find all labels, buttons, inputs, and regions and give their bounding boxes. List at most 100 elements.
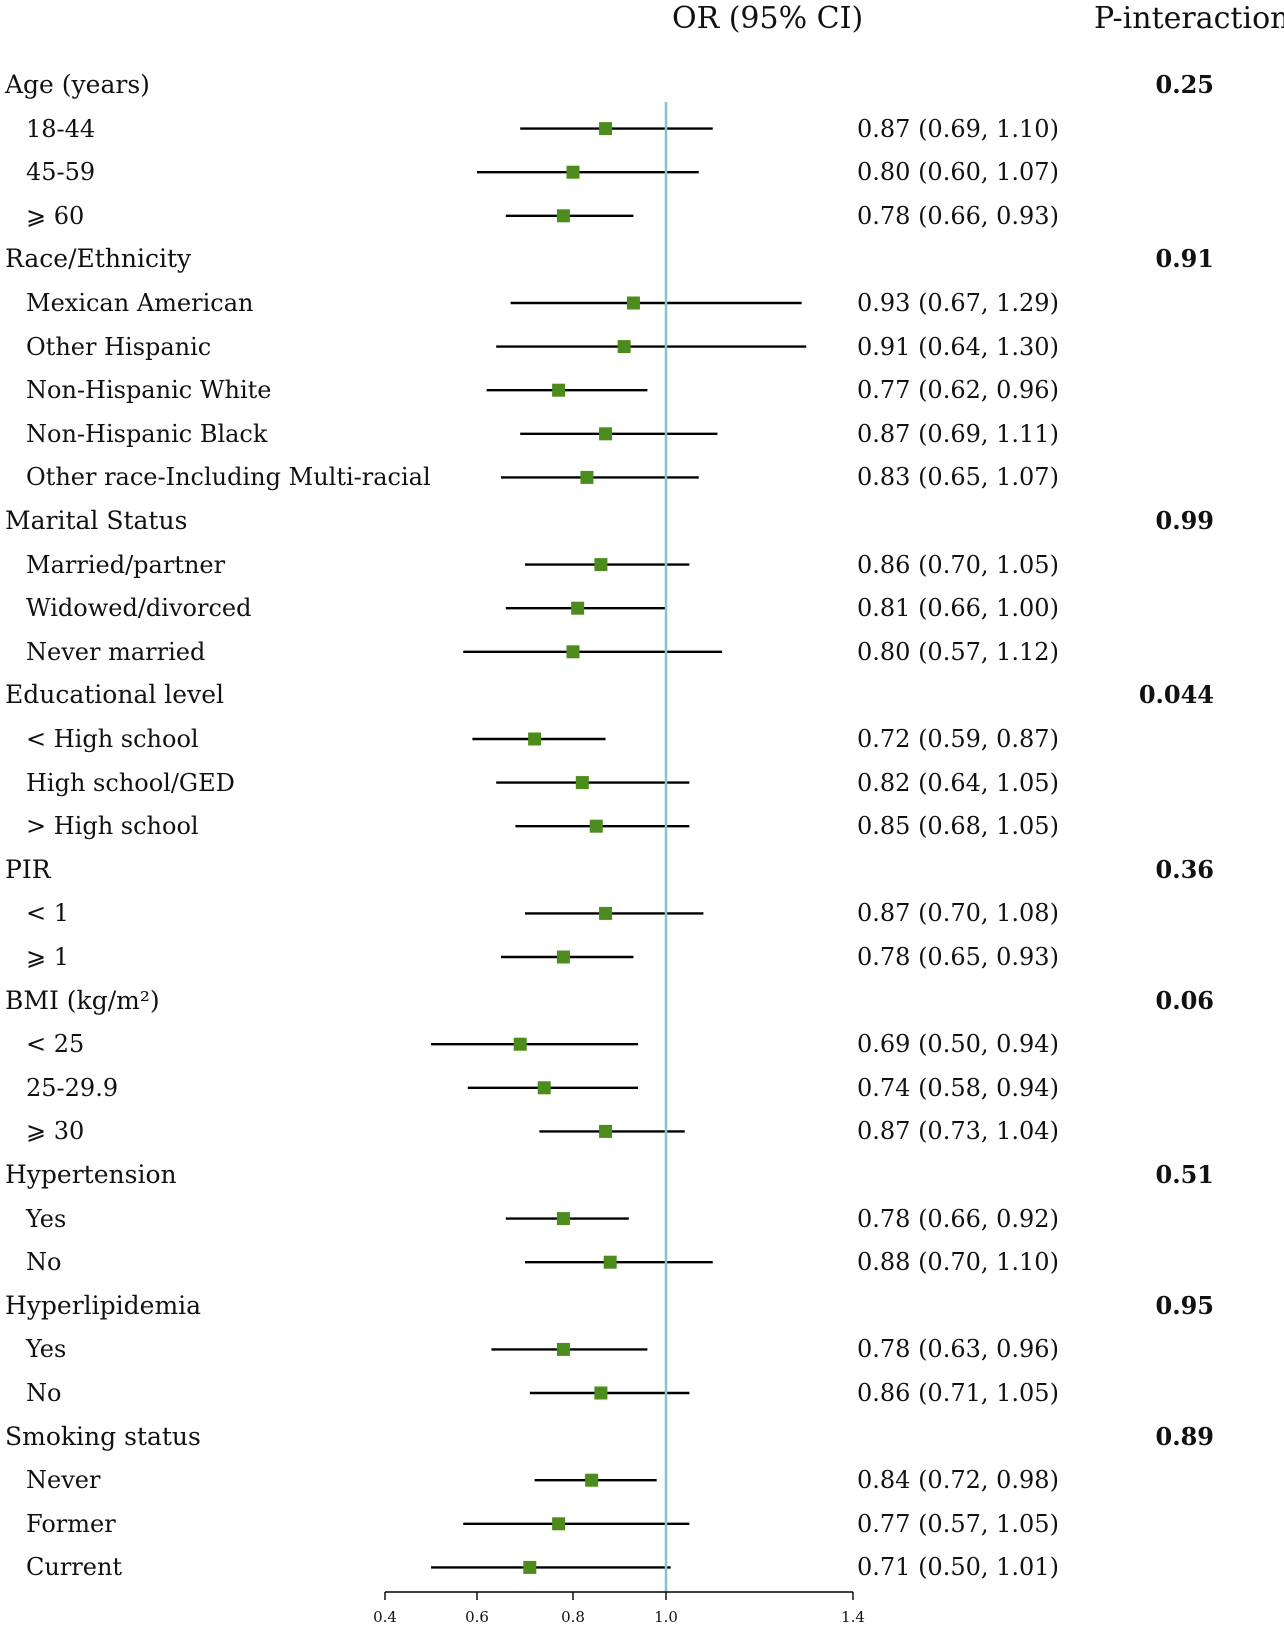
subgroup-label: Other race-Including Multi-racial [26, 463, 431, 492]
subgroup-label: < High school [26, 725, 199, 753]
p-interaction-value: 0.89 [1155, 1421, 1214, 1451]
or-ci-value: 0.78 (0.66, 0.93) [857, 201, 1059, 230]
or-marker [599, 1124, 613, 1138]
group-label: Smoking status [5, 1421, 201, 1451]
group-label: Marital Status [5, 506, 188, 535]
subgroup-label: < 1 [26, 899, 70, 928]
group-label: BMI (kg/m²) [5, 985, 160, 1015]
subgroup-label: 25-29.9 [26, 1073, 119, 1102]
subgroup-label: Yes [26, 1204, 67, 1233]
or-marker [626, 296, 640, 310]
p-interaction-value: 0.044 [1138, 680, 1214, 710]
x-tick-label: 0.4 [373, 1608, 397, 1626]
subgroup-label: Never [26, 1466, 101, 1495]
p-interaction-value: 0.06 [1155, 985, 1214, 1015]
or-marker [594, 558, 608, 572]
or-marker [594, 1386, 608, 1400]
or-ci-value: 0.85 (0.68, 1.05) [857, 812, 1059, 841]
or-ci-value: 0.87 (0.69, 1.10) [857, 114, 1059, 143]
p-interaction-value: 0.95 [1155, 1290, 1214, 1320]
p-interaction-value: 0.36 [1155, 854, 1214, 884]
group-label: Hypertension [5, 1160, 177, 1189]
subgroup-label: 18-44 [26, 114, 96, 143]
or-ci-value: 0.69 (0.50, 0.94) [857, 1030, 1059, 1059]
or-ci-value: 0.78 (0.63, 0.96) [857, 1335, 1059, 1364]
or-marker [513, 1037, 527, 1051]
or-ci-value: 0.72 (0.59, 0.87) [857, 725, 1059, 753]
group-label: Race/Ethnicity [5, 244, 192, 274]
x-tick-label: 0.6 [465, 1608, 489, 1626]
or-ci-value: 0.77 (0.62, 0.96) [857, 376, 1059, 405]
or-ci-value: 0.84 (0.72, 0.98) [857, 1466, 1059, 1495]
x-tick-label: 1.0 [654, 1608, 678, 1626]
or-marker [566, 645, 580, 659]
or-ci-value: 0.83 (0.65, 1.07) [857, 463, 1059, 492]
subgroup-label: ⩾ 60 [26, 201, 85, 230]
subgroup-label: > High school [26, 812, 199, 841]
subgroup-label: ⩾ 1 [26, 943, 70, 971]
or-marker [571, 601, 585, 615]
subgroup-label: Other Hispanic [26, 332, 212, 361]
or-ci-value: 0.87 (0.73, 1.04) [857, 1117, 1059, 1146]
group-label: Hyperlipidemia [5, 1290, 202, 1320]
or-marker [580, 470, 594, 484]
or-marker [552, 383, 566, 397]
subgroup-label: < 25 [26, 1030, 85, 1059]
subgroup-label: 45-59 [26, 158, 96, 187]
subgroup-label: ⩾ 30 [26, 1117, 85, 1146]
subgroup-label: No [26, 1248, 62, 1277]
subgroup-label: Never married [26, 637, 206, 666]
x-tick-label: 0.8 [561, 1608, 585, 1626]
subgroup-label: Former [26, 1509, 116, 1538]
or-marker [589, 819, 603, 833]
or-marker [528, 732, 542, 746]
or-ci-value: 0.81 (0.66, 1.00) [857, 594, 1059, 623]
or-marker [523, 1560, 537, 1574]
subgroup-label: Yes [26, 1335, 67, 1364]
or-ci-value: 0.87 (0.69, 1.11) [857, 419, 1059, 448]
group-label: Age (years) [5, 70, 150, 99]
p-interaction-header: P-interaction [1094, 1, 1284, 36]
or-marker [556, 209, 570, 223]
or-ci-value: 0.78 (0.65, 0.93) [857, 943, 1059, 971]
or-ci-value: 0.74 (0.58, 0.94) [857, 1073, 1059, 1102]
subgroup-label: High school/GED [26, 768, 235, 797]
or-marker [599, 122, 613, 136]
or-marker [617, 340, 631, 354]
or-ci-value: 0.80 (0.57, 1.12) [857, 637, 1059, 666]
p-interaction-value: 0.91 [1155, 244, 1214, 274]
or-marker [585, 1473, 599, 1487]
or-ci-value: 0.91 (0.64, 1.30) [857, 332, 1059, 361]
or-ci-value: 0.93 (0.67, 1.29) [857, 289, 1059, 317]
or-marker [552, 1517, 566, 1531]
or-marker [603, 1255, 617, 1269]
or-ci-value: 0.86 (0.71, 1.05) [857, 1379, 1059, 1407]
or-marker [537, 1081, 551, 1095]
or-marker [575, 776, 589, 790]
or-ci-value: 0.78 (0.66, 0.92) [857, 1204, 1059, 1233]
or-ci-value: 0.82 (0.64, 1.05) [857, 768, 1059, 797]
or-marker [566, 165, 580, 179]
x-tick-label: 1.4 [841, 1608, 865, 1626]
p-interaction-value: 0.99 [1155, 506, 1214, 535]
group-label: PIR [5, 854, 51, 884]
or-ci-header: OR (95% CI) [672, 1, 864, 36]
or-marker [599, 427, 613, 441]
or-ci-value: 0.86 (0.70, 1.05) [857, 550, 1059, 579]
or-marker [556, 1342, 570, 1356]
or-ci-value: 0.71 (0.50, 1.01) [857, 1553, 1059, 1582]
group-label: Educational level [5, 680, 225, 710]
subgroup-label: Married/partner [26, 550, 226, 579]
or-ci-value: 0.88 (0.70, 1.10) [857, 1248, 1059, 1277]
subgroup-label: Current [26, 1553, 123, 1582]
or-marker [556, 1212, 570, 1226]
subgroup-label: Widowed/divorced [26, 594, 252, 623]
subgroup-label: Mexican American [26, 289, 254, 317]
or-marker [556, 950, 570, 964]
p-interaction-value: 0.25 [1155, 70, 1214, 99]
or-marker [599, 906, 613, 920]
or-ci-value: 0.77 (0.57, 1.05) [857, 1509, 1059, 1538]
subgroup-label: No [26, 1379, 62, 1407]
